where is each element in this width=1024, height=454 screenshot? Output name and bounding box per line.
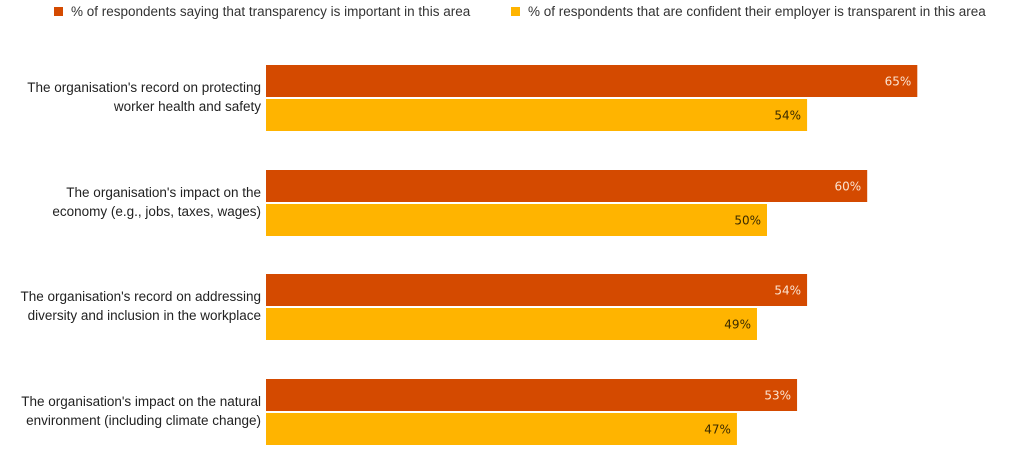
category-label-line: worker health and safety	[113, 99, 261, 114]
category-label-line: The organisation's record on addressing	[20, 289, 261, 304]
category-label-line: The organisation's impact on the natural	[21, 394, 261, 409]
bar-confident	[266, 308, 757, 340]
data-label-confident: 50%	[734, 214, 761, 228]
data-label-important: 60%	[835, 180, 862, 194]
category-label-line: economy (e.g., jobs, taxes, wages)	[52, 204, 261, 219]
data-label-important: 54%	[774, 284, 801, 298]
bar-important	[266, 379, 798, 411]
legend: % of respondents saying that transparenc…	[0, 4, 1024, 26]
legend-swatch-important	[54, 7, 63, 16]
category-label: The organisation's record on protecting …	[0, 78, 261, 116]
category-label-line: diversity and inclusion in the workplace	[27, 308, 261, 323]
data-label-confident: 49%	[724, 318, 751, 332]
bar-important	[266, 170, 868, 202]
category-label: The organisation's impact on the natural…	[0, 392, 261, 430]
category-label-line: The organisation's record on protecting	[27, 80, 261, 95]
data-label-important: 65%	[885, 75, 912, 89]
category-label-line: environment (including climate change)	[26, 413, 261, 428]
data-label-important: 53%	[764, 389, 791, 403]
category-label-line: The organisation's impact on the	[66, 185, 261, 200]
bar-confident	[266, 413, 737, 445]
data-label-confident: 47%	[704, 423, 731, 437]
legend-swatch-confident	[511, 7, 520, 16]
bar-confident	[266, 204, 767, 236]
legend-item-important: % of respondents saying that transparenc…	[54, 4, 470, 19]
legend-label-important: % of respondents saying that transparenc…	[71, 4, 471, 19]
bar-important	[266, 65, 918, 97]
bar-confident	[266, 99, 808, 131]
data-label-confident: 54%	[774, 109, 801, 123]
legend-label-confident: % of respondents that are confident thei…	[528, 4, 986, 19]
category-label: The organisation's record on addressing …	[0, 287, 261, 325]
bar-important	[266, 274, 808, 306]
legend-item-confident: % of respondents that are confident thei…	[511, 4, 986, 19]
category-label: The organisation's impact on the economy…	[0, 183, 261, 221]
